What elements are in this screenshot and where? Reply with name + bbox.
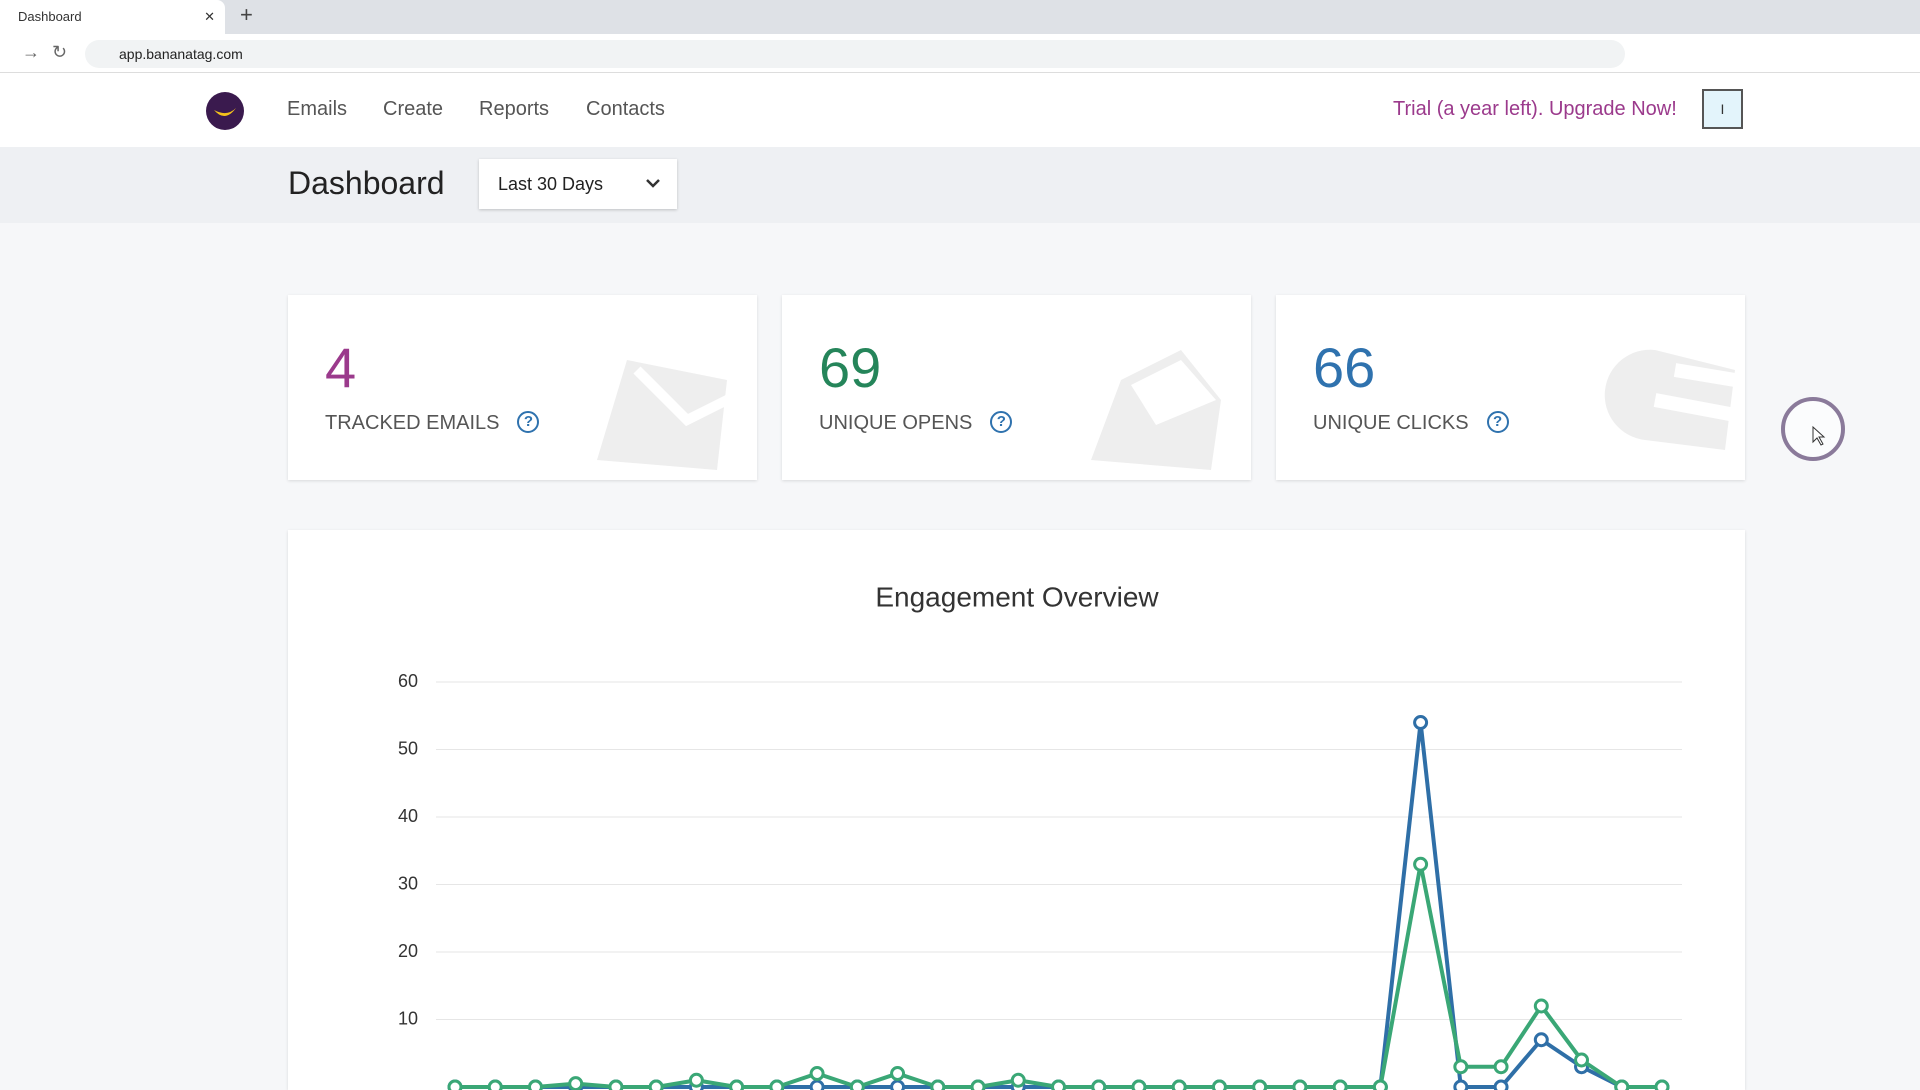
nav-link[interactable]: Create bbox=[383, 98, 444, 120]
nav-link[interactable]: Contacts bbox=[586, 98, 665, 120]
data-point bbox=[1332, 1079, 1348, 1090]
series-line bbox=[455, 862, 1662, 1089]
data-point bbox=[729, 1079, 745, 1090]
cursor-highlight bbox=[1781, 397, 1845, 461]
help-icon[interactable]: ? bbox=[517, 411, 540, 433]
user-button[interactable]: I bbox=[1702, 89, 1743, 129]
data-point bbox=[1292, 1079, 1308, 1090]
tab-close[interactable]: ✕ bbox=[204, 9, 215, 24]
card-icon bbox=[1604, 349, 1737, 450]
chart-title: Engagement Overview bbox=[875, 581, 1159, 612]
data-point bbox=[890, 1066, 906, 1081]
series-line bbox=[455, 720, 1662, 1089]
data-point bbox=[1372, 1079, 1388, 1090]
tab-title: Dashboard bbox=[18, 9, 82, 24]
y-tick-label: 50 bbox=[398, 738, 418, 758]
data-point bbox=[1051, 1079, 1066, 1090]
range-dropdown[interactable]: Last 30 Days bbox=[479, 159, 677, 209]
data-point bbox=[1533, 1032, 1549, 1048]
stat-card: 4 TRACKED EMAILS? bbox=[288, 295, 757, 480]
data-point bbox=[1493, 1079, 1509, 1090]
help-icon[interactable]: ? bbox=[1486, 411, 1509, 433]
data-point bbox=[809, 1079, 825, 1090]
data-point bbox=[890, 1079, 906, 1090]
chart-card: Engagement Overview 10 20 30 40 50 60 bbox=[288, 530, 1745, 1090]
y-tick-label: 10 bbox=[398, 1008, 418, 1028]
data-point bbox=[1574, 1052, 1590, 1068]
card-icon bbox=[597, 360, 740, 470]
data-point bbox=[608, 1079, 624, 1090]
tab-bar bbox=[0, 0, 1920, 34]
upgrade-link[interactable]: Trial (a year left). Upgrade Now! bbox=[1393, 98, 1677, 120]
y-tick-label: 20 bbox=[398, 941, 418, 961]
data-point bbox=[849, 1079, 865, 1090]
data-point bbox=[1131, 1079, 1147, 1090]
data-point bbox=[769, 1079, 785, 1090]
stat-label: TRACKED EMAILS bbox=[325, 412, 500, 434]
nav-link[interactable]: Emails bbox=[287, 98, 348, 120]
browser-tab[interactable]: Dashboard ✕ bbox=[0, 0, 225, 34]
data-point bbox=[648, 1079, 664, 1090]
data-point bbox=[1171, 1079, 1187, 1090]
card-icon bbox=[1091, 350, 1221, 470]
data-point bbox=[970, 1079, 986, 1090]
page-title: Dashboard bbox=[288, 165, 445, 201]
data-point bbox=[1614, 1079, 1630, 1090]
stat-value: 66 bbox=[1313, 336, 1376, 399]
data-point bbox=[1493, 1059, 1509, 1075]
y-tick-label: 30 bbox=[398, 873, 418, 893]
range-text: Last 30 Days bbox=[498, 174, 604, 194]
logo[interactable] bbox=[205, 91, 245, 131]
data-point bbox=[447, 1079, 463, 1090]
chart: Engagement Overview 10 20 30 40 50 60 bbox=[398, 581, 1682, 1090]
help-icon[interactable]: ? bbox=[990, 411, 1013, 433]
stat-value: 4 bbox=[325, 336, 357, 399]
stat-label: UNIQUE CLICKS bbox=[1313, 412, 1469, 434]
data-point bbox=[1413, 856, 1429, 872]
nav-link[interactable]: Reports bbox=[479, 98, 550, 120]
reload-button[interactable]: ↻ bbox=[52, 42, 68, 62]
data-point bbox=[568, 1076, 584, 1090]
data-point bbox=[1453, 1079, 1469, 1090]
data-point bbox=[1252, 1079, 1268, 1090]
data-point bbox=[1453, 1059, 1469, 1075]
data-point bbox=[1091, 1079, 1107, 1090]
url-field[interactable]: app.bananatag.com bbox=[85, 40, 1625, 68]
data-point bbox=[1533, 998, 1549, 1014]
sub-header bbox=[0, 147, 1920, 223]
new-tab[interactable]: + bbox=[240, 2, 253, 27]
data-point bbox=[688, 1072, 704, 1088]
data-point bbox=[1654, 1079, 1670, 1090]
chevron bbox=[646, 179, 660, 188]
data-point bbox=[1010, 1072, 1026, 1088]
data-point bbox=[487, 1079, 503, 1090]
data-point bbox=[527, 1079, 543, 1090]
data-point bbox=[1211, 1079, 1227, 1090]
forward-button[interactable]: → bbox=[22, 42, 40, 62]
stat-card: 66 UNIQUE CLICKS? bbox=[1276, 295, 1745, 480]
stat-card: 69 UNIQUE OPENS? bbox=[782, 295, 1251, 480]
y-tick-label: 40 bbox=[398, 806, 418, 826]
data-point bbox=[809, 1066, 825, 1081]
nav-bar bbox=[0, 73, 1920, 147]
y-tick-label: 60 bbox=[398, 671, 418, 691]
stat-label: UNIQUE OPENS bbox=[819, 412, 973, 434]
stat-value: 69 bbox=[819, 336, 882, 399]
data-point bbox=[930, 1079, 946, 1090]
url-text: app.bananatag.com bbox=[119, 46, 243, 62]
data-point bbox=[1413, 715, 1429, 730]
